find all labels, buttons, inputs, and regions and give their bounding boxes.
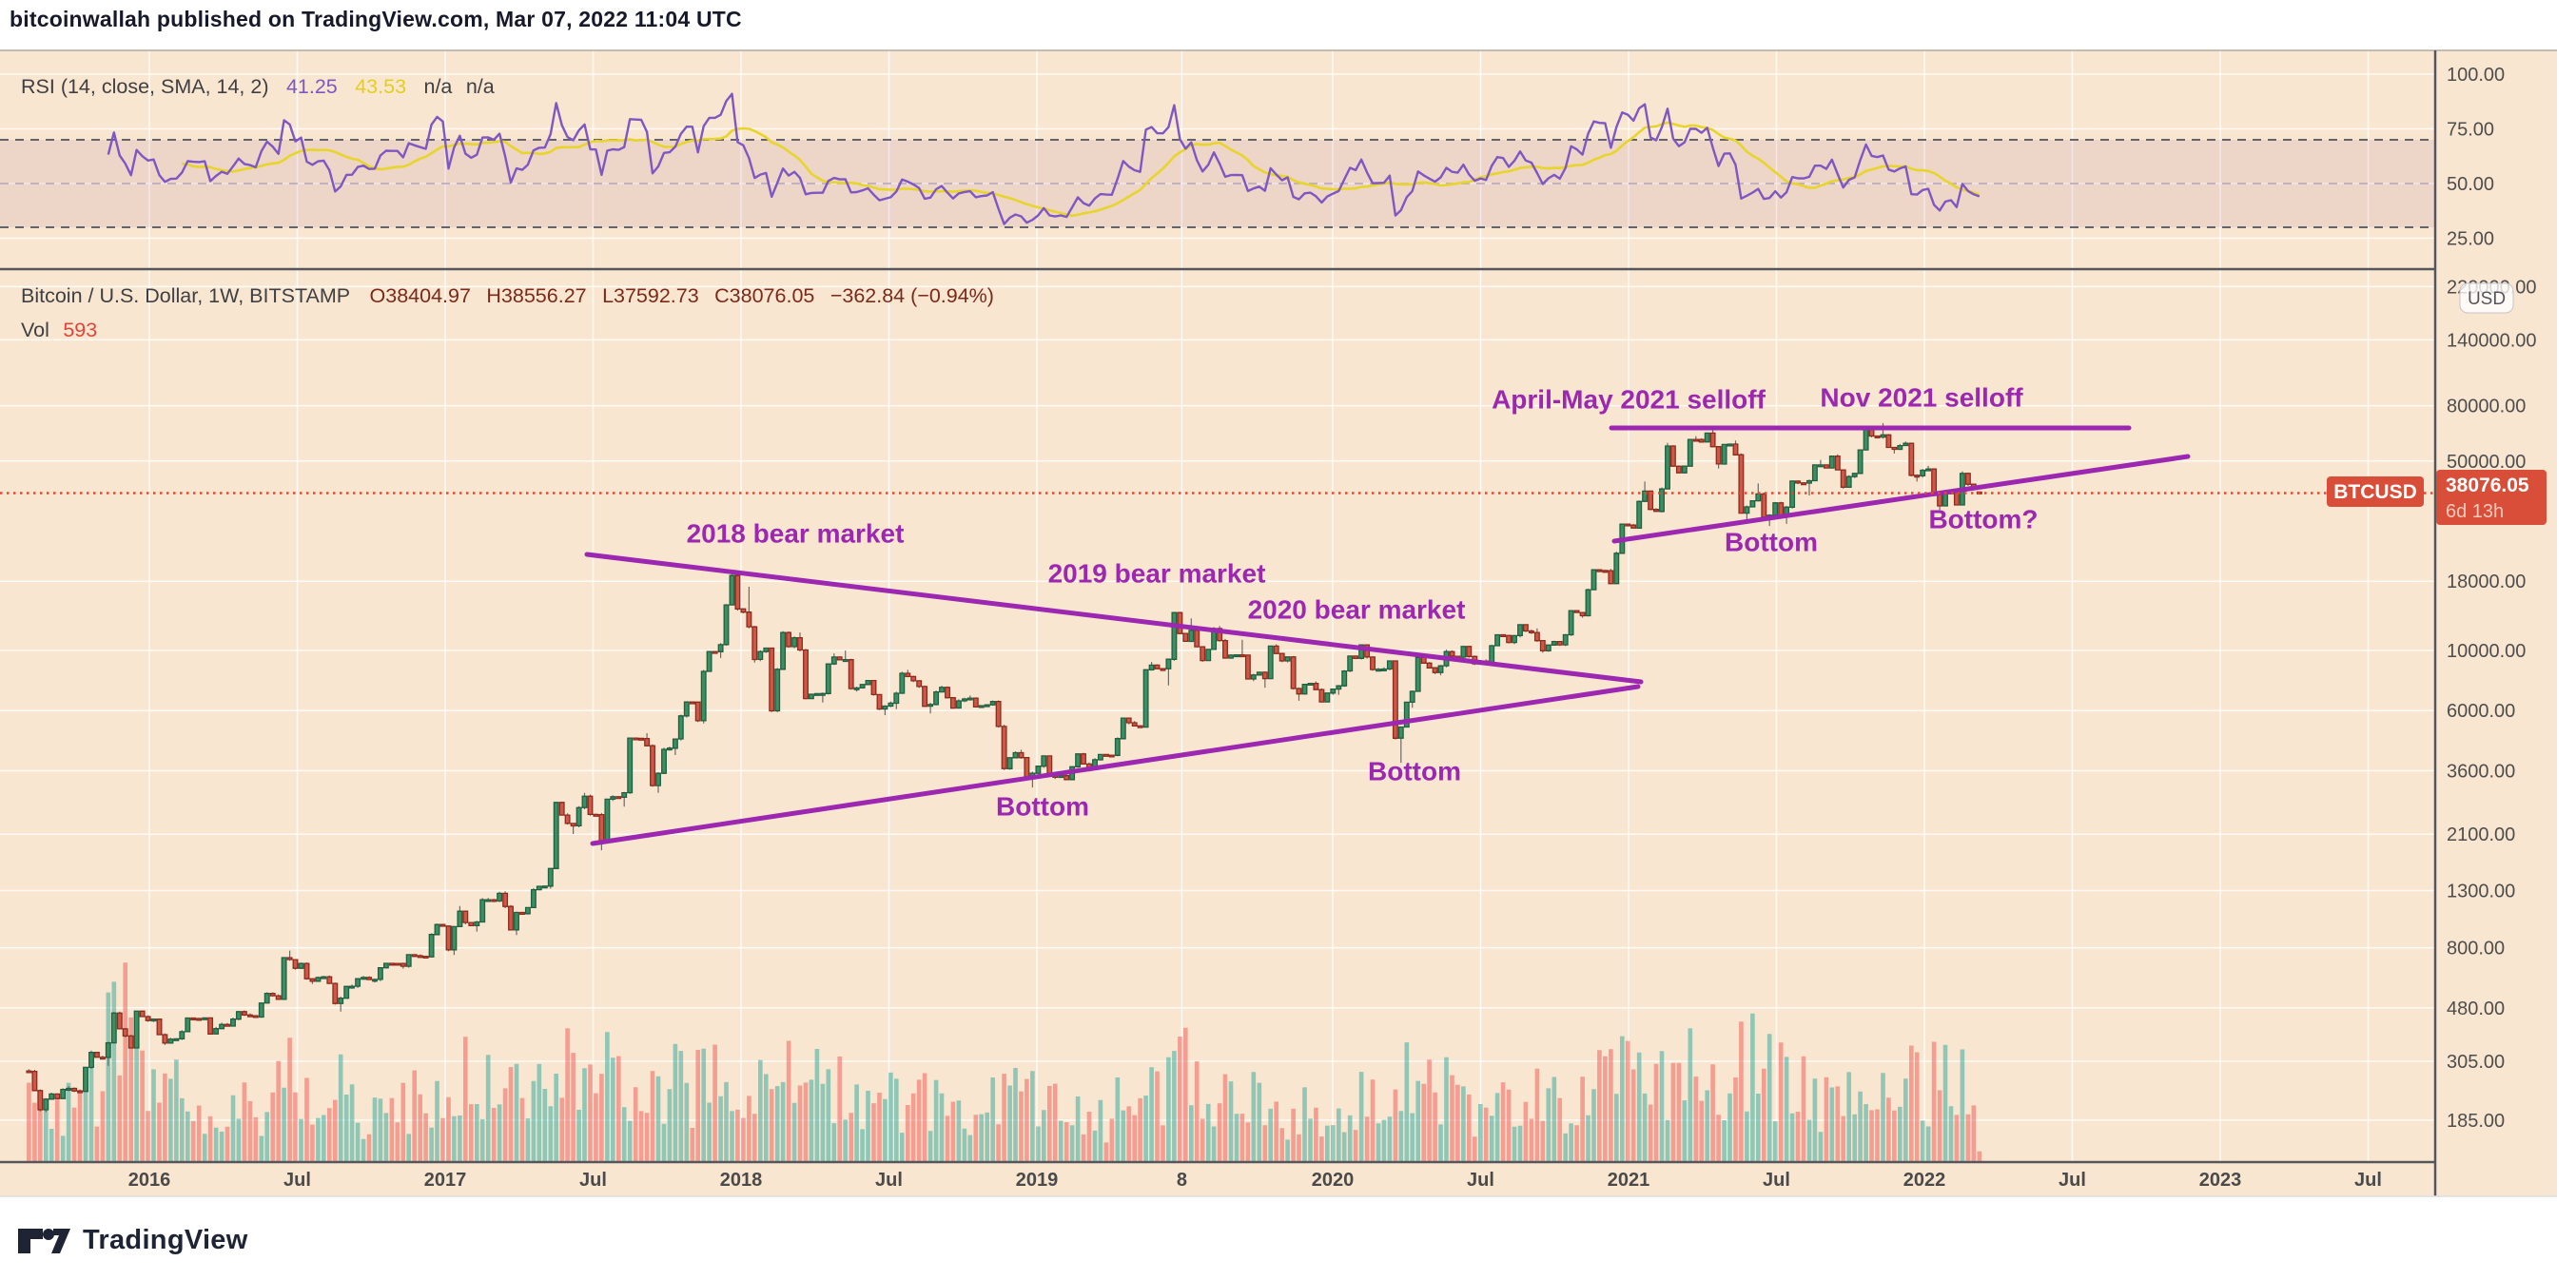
volume-value: 593: [63, 319, 97, 341]
symbol-flag-box: [2327, 476, 2424, 507]
price-badge-countdown: 6d 13h: [2446, 501, 2504, 522]
price-badge-value: 38076.05: [2446, 475, 2529, 496]
time-axis-tick: 2018: [720, 1170, 763, 1191]
price-axis-tick: 185.00: [2447, 1111, 2505, 1132]
tradingview-logo-icon: [18, 1228, 70, 1253]
annotation-text-1[interactable]: 2019 bear market: [1048, 558, 1266, 588]
symbol-title: Bitcoin / U.S. Dollar, 1W, BITSTAMP: [21, 284, 350, 307]
trendline-2018-triangle-support[interactable]: [590, 684, 1641, 846]
ohlc-high: H38556.27: [486, 284, 586, 307]
rsi-axis-tick: 50.00: [2447, 174, 2494, 195]
price-axis-tick: 140000.00: [2447, 330, 2537, 351]
symbol-price-flag: BTCUSD: [2327, 476, 2424, 507]
time-axis-tick: Jul: [283, 1170, 311, 1191]
rsi-na-1: n/a: [423, 75, 452, 98]
price-axis-tick: 80000.00: [2447, 397, 2526, 417]
time-axis[interactable]: 2016 Jul 2017 Jul 2018 Jul 2019 8 2020 Jul 2021 Jul…: [128, 1170, 2382, 1191]
rsi-line: [107, 92, 1981, 225]
time-axis-tick: Jul: [2354, 1170, 2382, 1191]
rsi-value: 41.25: [286, 75, 338, 98]
rsi-na-2: n/a: [466, 75, 495, 98]
annotation-text-3[interactable]: April-May 2021 selloff: [1492, 384, 1766, 414]
rsi-axis-tick: 100.00: [2447, 65, 2505, 86]
volume-bars-down: [27, 962, 1982, 1161]
volume-label: Vol: [21, 319, 49, 341]
time-axis-tick: Jul: [2059, 1170, 2086, 1191]
usd-unit-badge[interactable]: USD: [2459, 282, 2514, 314]
ohlc-change: −362.84 (−0.94%): [830, 284, 994, 307]
volume-legend: Vol 593: [21, 319, 97, 341]
volume-layer: [27, 962, 1982, 1161]
time-axis-tick: 2023: [2199, 1170, 2242, 1191]
price-axis-tick: 50000.00: [2447, 452, 2526, 473]
time-axis-tick: Jul: [875, 1170, 903, 1191]
price-axis-tick: 800.00: [2447, 939, 2505, 960]
time-axis-tick: Jul: [579, 1170, 607, 1191]
time-axis-tick: Jul: [1763, 1170, 1790, 1191]
time-axis-tick: 8: [1177, 1170, 1187, 1191]
price-axis-tick: 3600.00: [2447, 762, 2515, 783]
rsi-axis-tick: 75.00: [2447, 120, 2494, 141]
trendline-2018-triangle-resistance[interactable]: [584, 552, 1644, 685]
annotation-text-2[interactable]: 2020 bear market: [1248, 594, 1466, 624]
watermark-header: bitcoinwallah published on TradingView.c…: [10, 7, 742, 31]
price-axis-tick: 2100.00: [2447, 824, 2515, 845]
rsi-sma-value: 43.53: [355, 75, 406, 98]
rsi-legend: RSI (14, close, SMA, 14, 2) 41.25 43.53 …: [21, 75, 495, 98]
usd-badge-box[interactable]: [2459, 282, 2514, 314]
annotation-text-4[interactable]: Nov 2021 selloff: [1820, 382, 2023, 412]
ohlc-low: L37592.73: [602, 284, 699, 307]
rsi-band-borders: [0, 139, 2435, 228]
time-axis-tick: Jul: [1467, 1170, 1494, 1191]
pane-dividers: [0, 49, 2557, 1197]
symbol-legend: Bitcoin / U.S. Dollar, 1W, BITSTAMP O384…: [21, 284, 994, 307]
time-axis-tick: 2022: [1903, 1170, 1946, 1191]
rsi-axis-tick: 25.00: [2447, 229, 2494, 250]
price-axis-tick: 18000.00: [2447, 572, 2526, 592]
tradingview-footer[interactable]: TradingView: [17, 1225, 248, 1256]
time-axis-tick: 2021: [1608, 1170, 1650, 1191]
price-axis-tick: 6000.00: [2447, 701, 2515, 722]
candle-bodies-up: [43, 425, 1965, 1111]
usd-badge-label: USD: [2468, 289, 2506, 309]
ohlc-open: O38404.97: [370, 284, 471, 307]
annotations-layer: 2018 bear market 2019 bear market 2020 bea…: [687, 382, 2039, 821]
rsi-lines-layer: [107, 92, 1981, 225]
annotation-text-6[interactable]: Bottom: [1368, 756, 1461, 785]
price-axis-tick: 1300.00: [2447, 882, 2515, 902]
symbol-flag-label: BTCUSD: [2333, 481, 2417, 503]
annotation-text-0[interactable]: 2018 bear market: [687, 518, 905, 548]
rsi-legend-label: RSI (14, close, SMA, 14, 2): [21, 75, 269, 98]
vertical-gridlines: [148, 50, 2370, 1162]
price-axis-tick: 305.00: [2447, 1052, 2505, 1073]
rsi-band-layer: [0, 139, 2435, 228]
price-badge-box: [2436, 470, 2547, 525]
price-axis-tick: 10000.00: [2447, 641, 2526, 662]
last-price-badge: 38076.05 6d 13h: [2436, 470, 2547, 525]
time-axis-tick: 2019: [1016, 1170, 1059, 1191]
ohlc-close: C38076.05: [714, 284, 814, 307]
time-axis-tick: 2016: [128, 1170, 171, 1191]
time-axis-tick: 2020: [1312, 1170, 1355, 1191]
pane-divider-lines: [0, 267, 2435, 1164]
trendline-2021-2022-support[interactable]: [1611, 454, 2191, 544]
time-axis-tick: 2017: [424, 1170, 467, 1191]
candles-layer: [26, 422, 1982, 1113]
price-axis-tick: 480.00: [2447, 999, 2505, 1019]
tradingview-logo-text: TradingView: [83, 1225, 248, 1255]
annotation-text-7[interactable]: Bottom: [1725, 527, 1818, 556]
chart-background: [0, 50, 2557, 1196]
annotation-text-5[interactable]: Bottom: [996, 791, 1089, 821]
price-axis[interactable]: 100.0075.0050.0025.00220000.00140000.008…: [2447, 65, 2537, 1132]
trendlines-layer: [0, 425, 2435, 846]
annotation-text-8[interactable]: Bottom?: [1928, 504, 2038, 533]
